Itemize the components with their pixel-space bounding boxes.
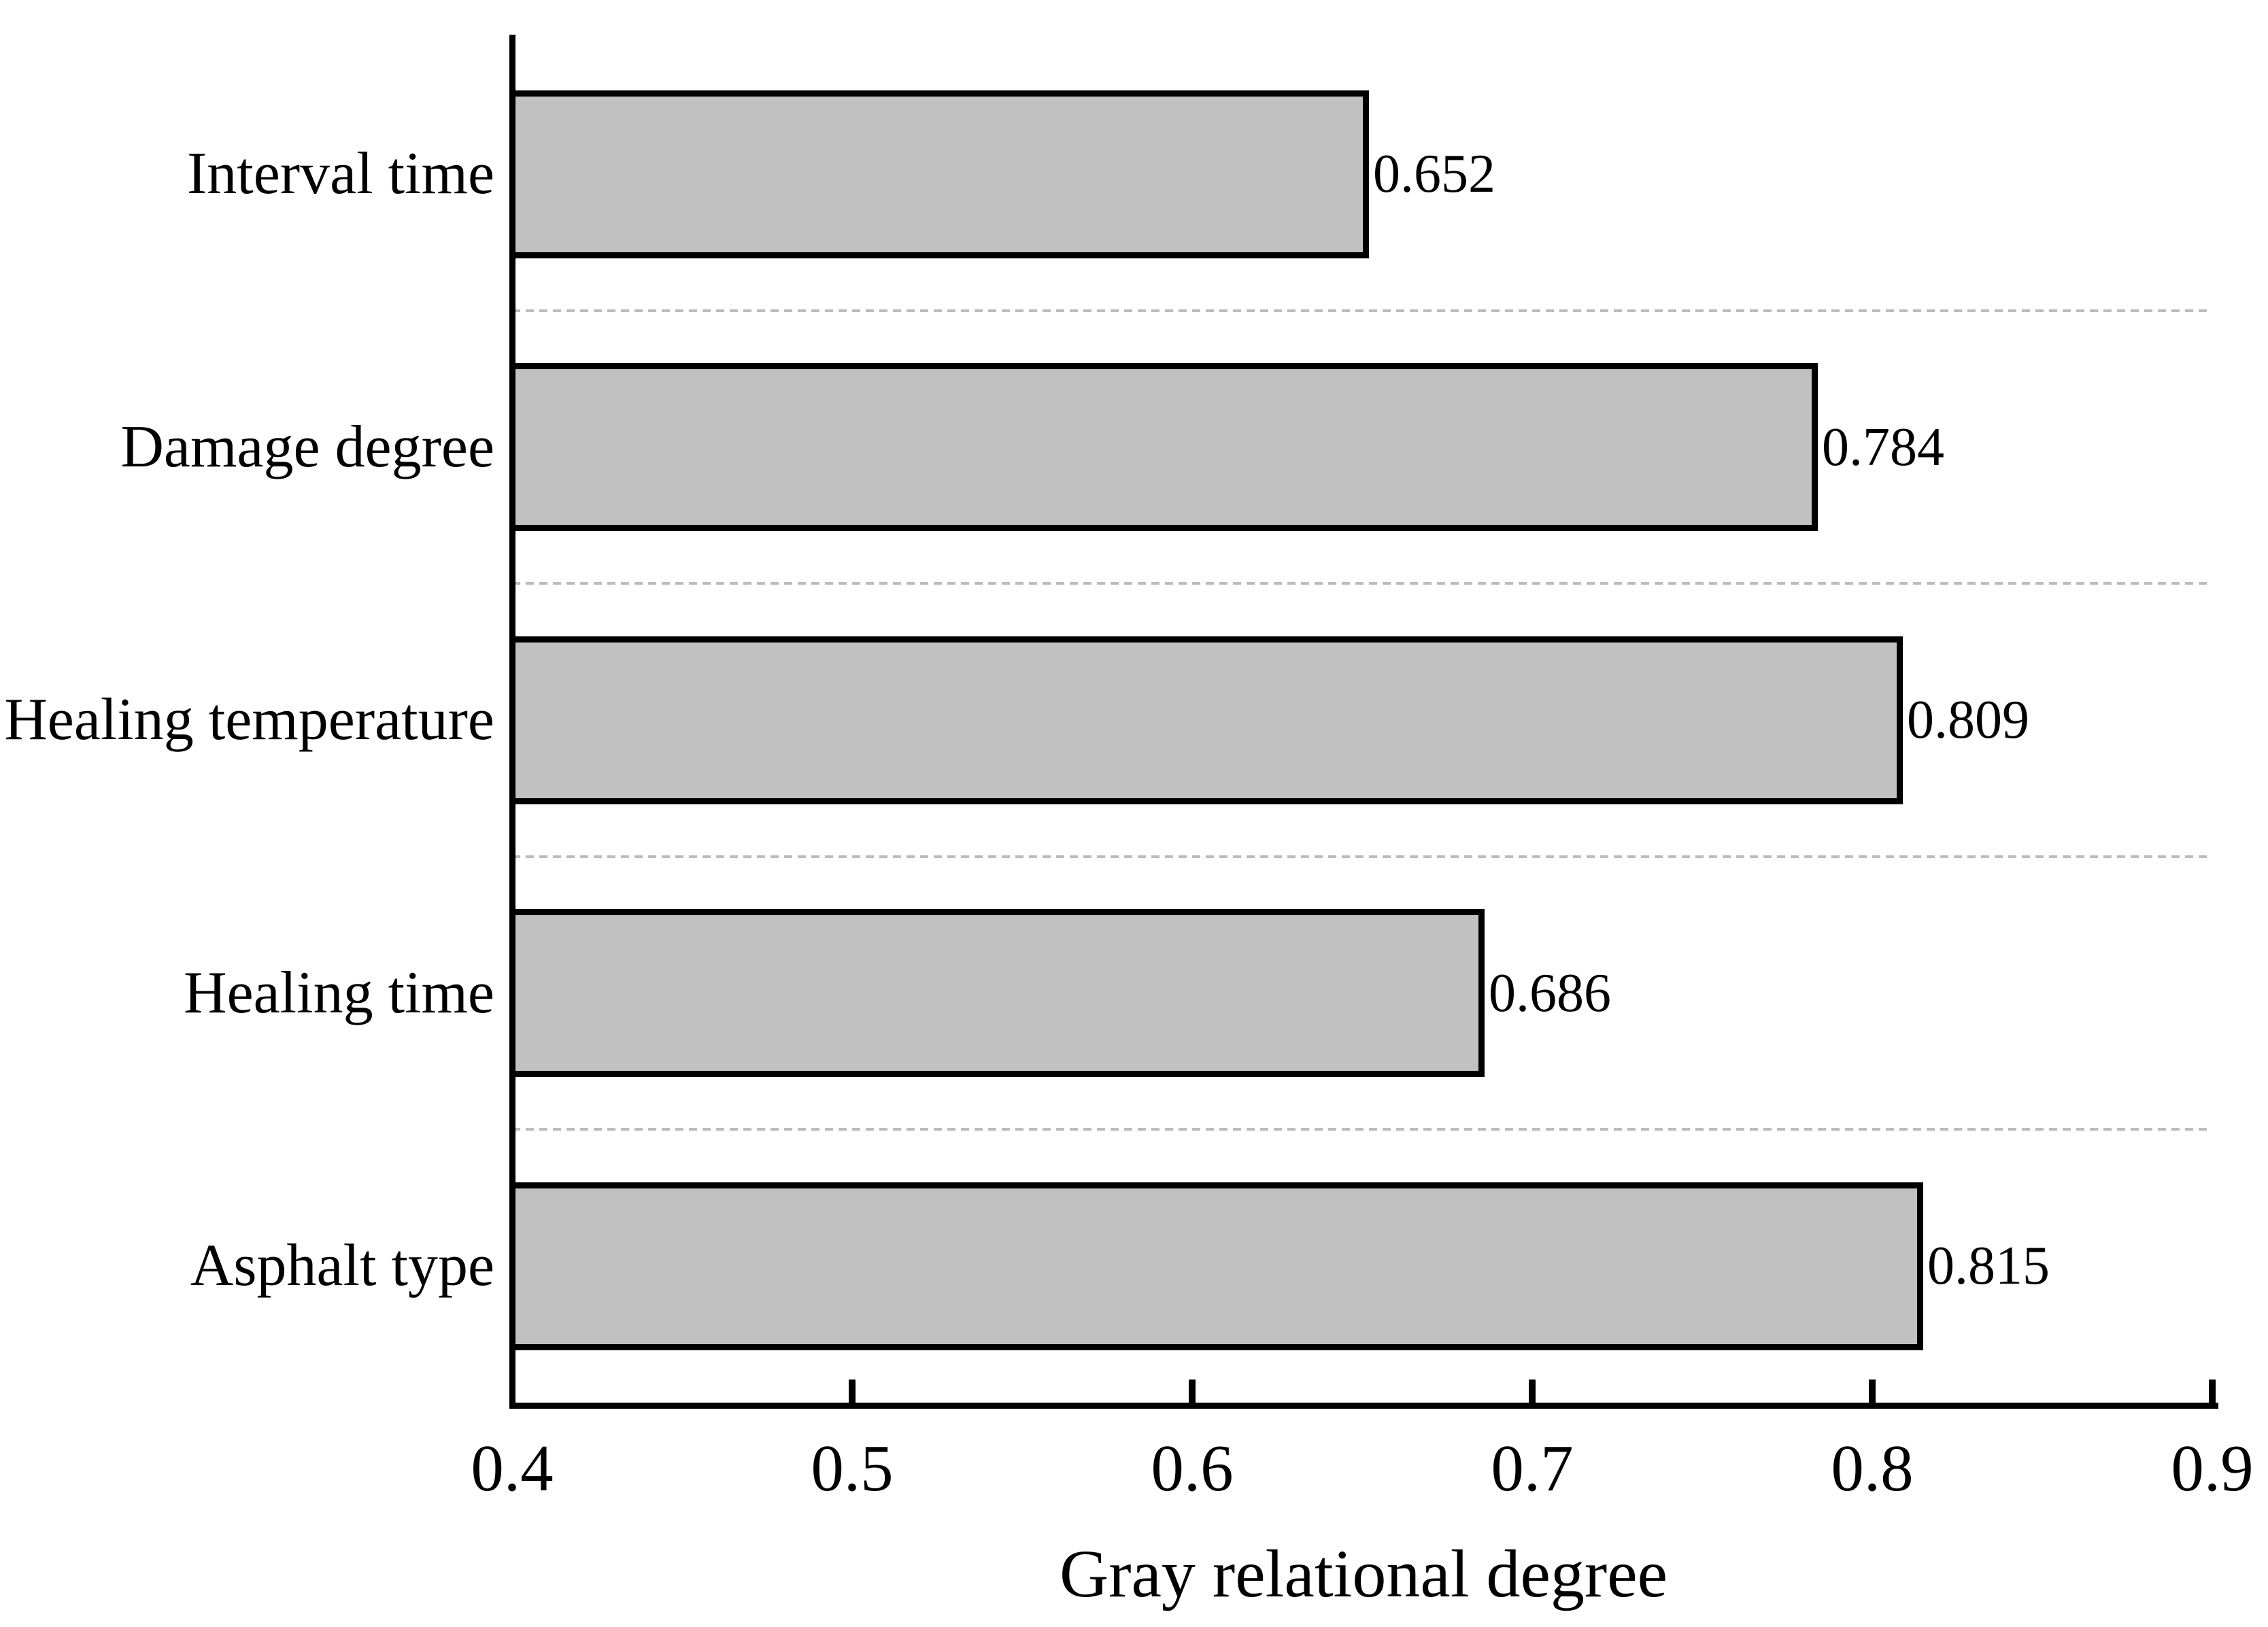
category-label: Asphalt type [190,1233,494,1299]
x-axis-tick [1189,1380,1196,1403]
x-axis-tick [1869,1380,1876,1403]
x-axis-tick [1529,1380,1536,1403]
x-axis-title: Gray relational degree [1060,1536,1668,1611]
x-tick-label: 0.6 [1151,1432,1234,1505]
x-tick-label: 0.4 [471,1432,554,1505]
x-tick-label: 0.7 [1491,1432,1574,1505]
bar-value-label: 0.784 [1822,417,1944,477]
bar [509,636,1903,804]
bar [509,90,1369,258]
x-axis-tick [849,1380,856,1403]
gridline [512,309,2210,312]
category-label: Healing temperature [4,687,494,753]
bar-value-label: 0.652 [1373,144,1495,204]
bar [509,1182,1923,1350]
gridline [512,1128,2210,1131]
x-tick-label: 0.8 [1831,1432,1914,1505]
bar-value-label: 0.815 [1927,1236,2050,1296]
bar [509,909,1485,1077]
category-label: Interval time [186,141,494,207]
y-axis-line [509,35,515,1409]
x-axis-tick [2209,1380,2216,1403]
gridline [512,855,2210,858]
bar-value-label: 0.686 [1489,963,1611,1023]
x-axis-line [509,1403,2218,1409]
gridline [512,582,2210,585]
bar [509,363,1818,531]
x-tick-label: 0.9 [2171,1432,2254,1505]
category-label: Healing time [184,959,494,1026]
category-label: Damage degree [120,413,494,480]
x-tick-label: 0.5 [811,1432,894,1505]
bar-value-label: 0.809 [1907,690,2029,750]
